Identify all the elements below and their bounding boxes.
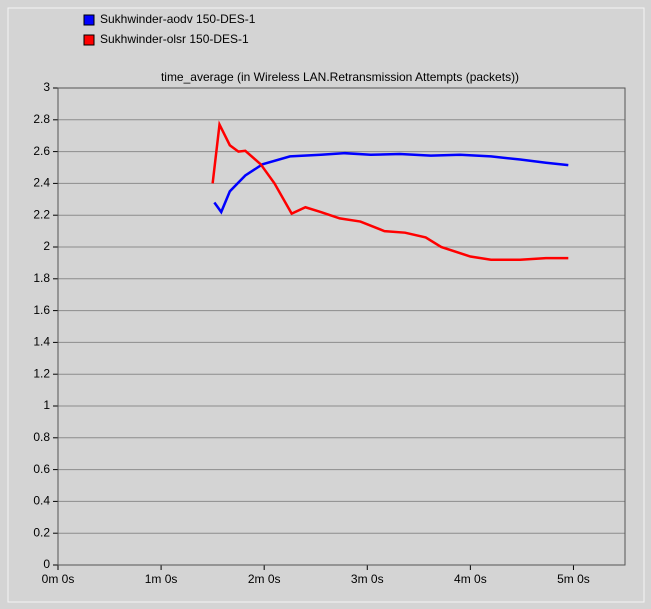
legend-label: Sukhwinder-olsr 150-DES-1 [100, 32, 249, 46]
legend-label: Sukhwinder-aodv 150-DES-1 [100, 12, 256, 26]
y-tick-label: 2.4 [33, 176, 50, 190]
plot-area [58, 88, 625, 565]
y-tick-label: 1.8 [33, 271, 50, 285]
y-tick-label: 1.2 [33, 366, 50, 380]
x-tick-label: 3m 0s [351, 572, 384, 586]
y-tick-label: 0.8 [33, 430, 50, 444]
y-tick-label: 0.6 [33, 462, 50, 476]
x-tick-label: 5m 0s [557, 572, 590, 586]
y-tick-label: 0.4 [33, 494, 50, 508]
y-tick-label: 1.6 [33, 303, 50, 317]
plot-border [57, 87, 626, 566]
chart-title: time_average (in Wireless LAN.Retransmis… [161, 70, 519, 84]
y-tick-label: 1 [43, 398, 50, 412]
x-tick-label: 4m 0s [454, 572, 487, 586]
y-tick-label: 0.2 [33, 525, 50, 539]
series-line [211, 120, 569, 261]
series-line [213, 151, 569, 215]
x-tick-label: 0m 0s [42, 572, 75, 586]
y-tick-label: 2 [43, 239, 50, 253]
y-tick-label: 2.8 [33, 112, 50, 126]
x-tick-label: 2m 0s [248, 572, 281, 586]
y-tick-label: 0 [43, 557, 50, 571]
x-tick-label: 1m 0s [145, 572, 178, 586]
y-tick-label: 1.4 [33, 335, 50, 349]
y-tick-label: 2.6 [33, 144, 50, 158]
y-tick-label: 2.2 [33, 207, 50, 221]
legend-swatch [83, 14, 95, 26]
legend-swatch [83, 34, 95, 46]
y-tick-label: 3 [43, 80, 50, 94]
